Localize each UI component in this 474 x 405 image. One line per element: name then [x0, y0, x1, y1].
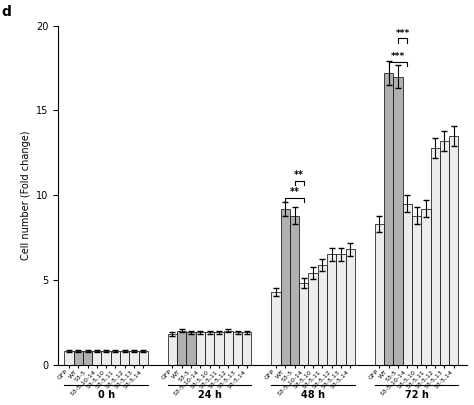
Bar [318, 264, 327, 364]
Bar [120, 351, 129, 364]
Y-axis label: Cell number (Fold change): Cell number (Fold change) [21, 130, 31, 260]
Bar [73, 351, 83, 364]
Bar [393, 77, 403, 365]
Bar [186, 333, 196, 364]
Text: 72 h: 72 h [405, 390, 428, 400]
Bar [327, 254, 337, 364]
Text: ***: *** [396, 28, 410, 38]
Bar [224, 331, 233, 364]
Bar [92, 351, 101, 364]
Bar [412, 215, 421, 364]
Bar [299, 284, 309, 364]
Text: 0 h: 0 h [98, 390, 115, 400]
Bar [403, 204, 412, 364]
Bar [233, 333, 242, 364]
Text: **: ** [290, 187, 300, 197]
Bar [129, 351, 139, 364]
Bar [346, 249, 355, 364]
Bar [290, 215, 299, 364]
Text: 48 h: 48 h [301, 390, 325, 400]
Text: 24 h: 24 h [198, 390, 221, 400]
Bar [421, 209, 430, 364]
Bar [64, 351, 73, 364]
Bar [440, 141, 449, 364]
Bar [242, 333, 251, 364]
Bar [309, 273, 318, 364]
Bar [271, 292, 281, 364]
Bar [111, 351, 120, 364]
Bar [196, 333, 205, 364]
Bar [384, 73, 393, 365]
Text: **: ** [294, 170, 304, 180]
Bar [83, 351, 92, 364]
Bar [214, 333, 224, 364]
Bar [449, 136, 458, 364]
Text: ***: *** [391, 52, 405, 61]
Bar [375, 224, 384, 364]
Bar [205, 333, 214, 364]
Bar [281, 209, 290, 364]
Bar [168, 334, 177, 364]
Bar [177, 331, 186, 364]
Bar [337, 254, 346, 364]
Bar [139, 351, 148, 364]
Bar [430, 148, 440, 364]
Text: d: d [1, 5, 11, 19]
Bar [101, 351, 111, 364]
